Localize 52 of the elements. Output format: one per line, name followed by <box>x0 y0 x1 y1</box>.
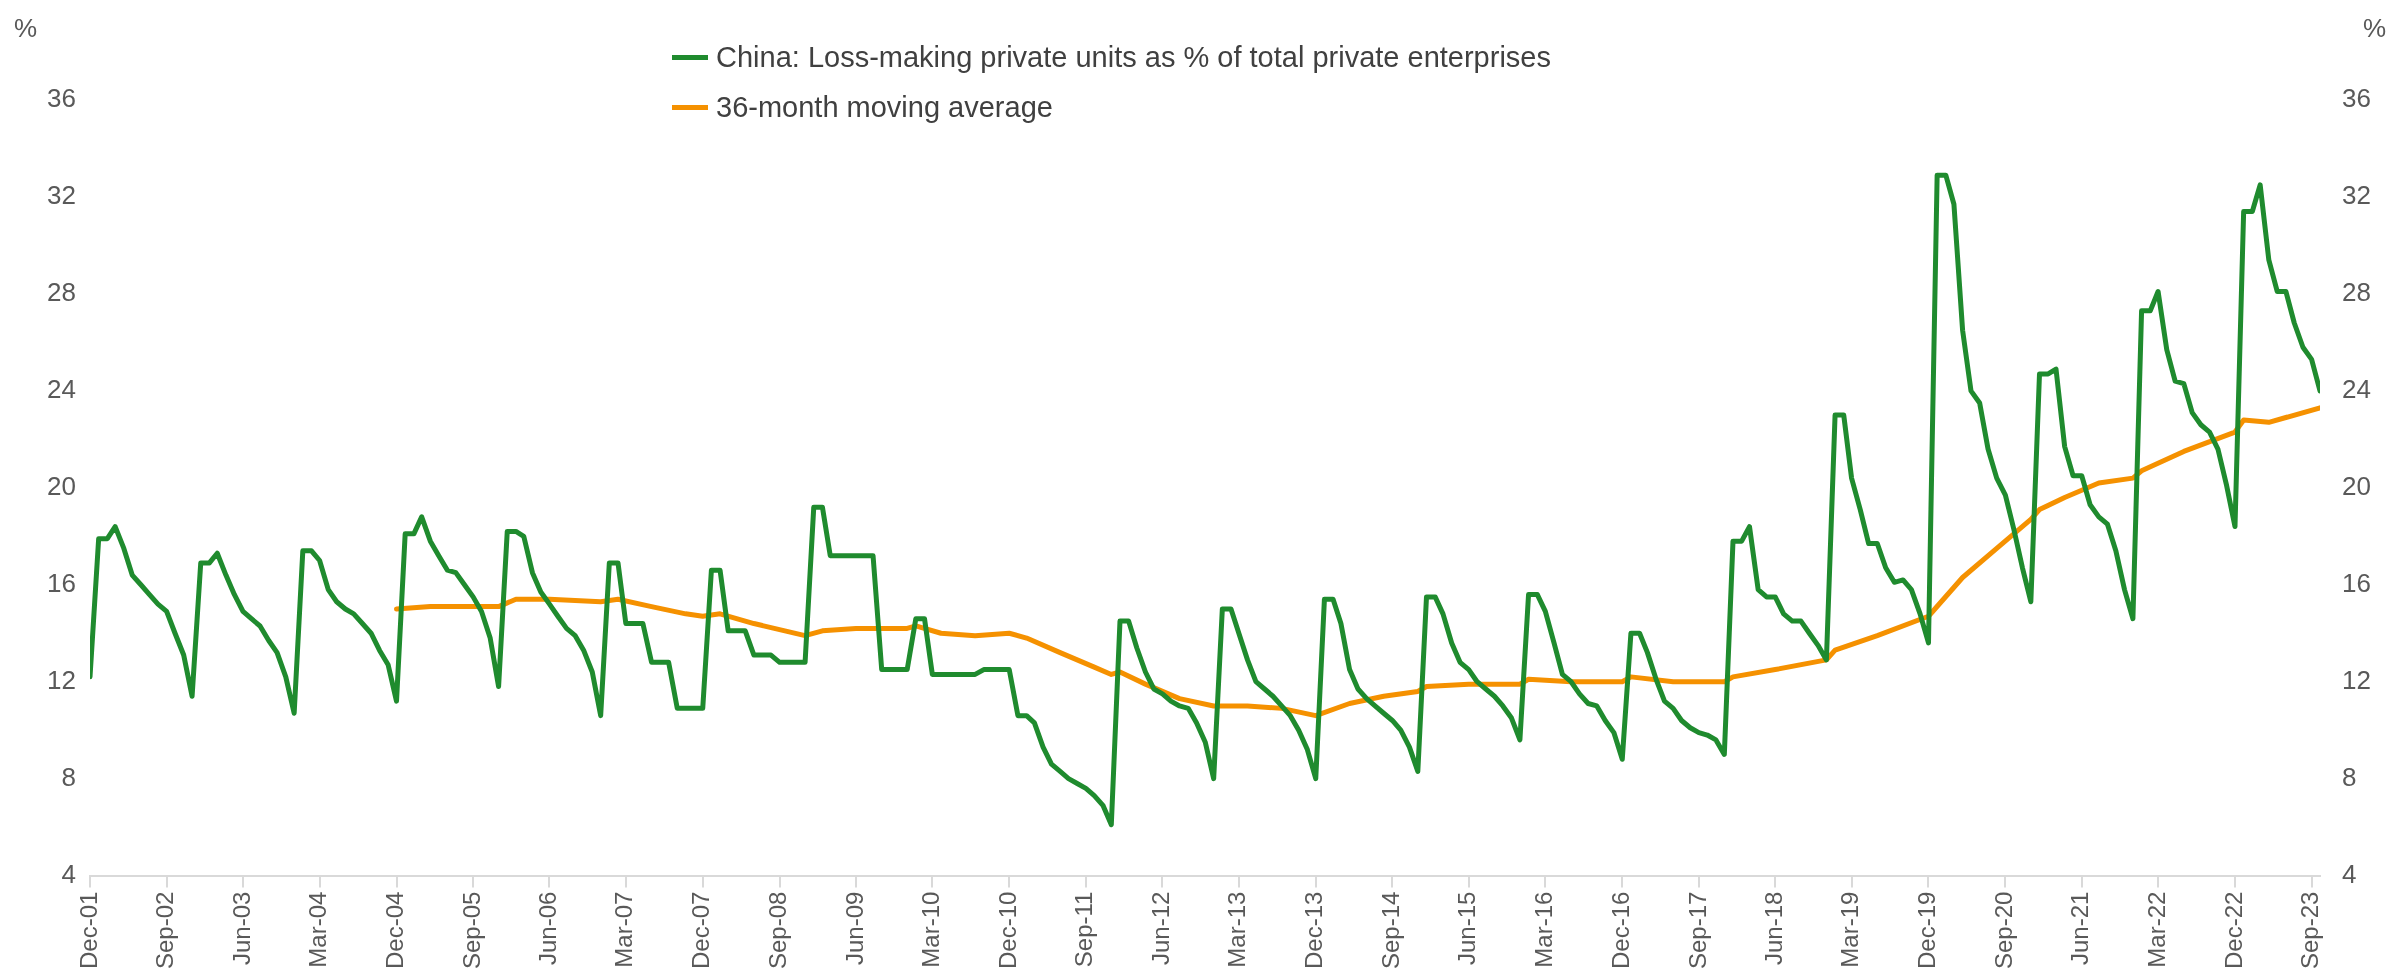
x-tick-label: Mar-16 <box>1529 891 1557 968</box>
legend-label: 36-month moving average <box>716 90 1053 124</box>
x-tick-label: Sep-17 <box>1683 891 1711 969</box>
x-tick-label: Dec-04 <box>381 891 409 969</box>
x-tick-label: Sep-14 <box>1377 891 1404 969</box>
y-tick-label: 12 <box>47 664 76 695</box>
y-tick-label: 32 <box>47 180 76 211</box>
y2-tick-label: 20 <box>2342 470 2371 501</box>
y2-tick-label: 24 <box>2342 374 2371 405</box>
x-tick-label: Jun-03 <box>227 891 255 965</box>
x-tick-label: Sep-11 <box>1070 891 1098 968</box>
x-tick-label: Mar-22 <box>2142 891 2170 968</box>
x-tick-label: Jun-18 <box>1759 891 1787 965</box>
x-tick-label: Jun-21 <box>2066 891 2094 965</box>
x-tick-label: Jun-15 <box>1453 891 1481 965</box>
x-tick-label: Mar-13 <box>1223 891 1251 968</box>
y-tick-label: 36 <box>47 83 76 114</box>
x-tick-label: Dec-01 <box>74 891 102 969</box>
x-tick-label: Sep-20 <box>1990 891 2018 969</box>
y-tick-label: 16 <box>47 567 76 598</box>
x-tick-label: Sep-08 <box>764 891 792 969</box>
y-tick-label: 20 <box>47 470 76 501</box>
x-tick-label: Jun-09 <box>840 891 868 965</box>
y2-tick-label: 36 <box>2342 83 2371 114</box>
x-tick-label: Mar-04 <box>304 891 332 968</box>
legend-label: China: Loss-making private units as % of total private enterprises <box>716 40 1551 74</box>
y2-tick-label: 12 <box>2342 664 2371 695</box>
y2-tick-label: 16 <box>2342 567 2371 598</box>
y-tick-label: 8 <box>61 761 76 792</box>
y2-tick-label: 28 <box>2342 277 2371 308</box>
x-tick-label: Dec-07 <box>687 891 715 969</box>
x-tick-label: Dec-22 <box>2219 891 2247 969</box>
x-tick-label: Sep-05 <box>457 891 485 969</box>
x-tick-label: Mar-10 <box>916 891 944 968</box>
y2-tick-label: 8 <box>2342 761 2357 792</box>
y2-tick-label: 32 <box>2342 180 2371 211</box>
y-tick-label: 24 <box>47 374 76 405</box>
x-tick-label: Dec-16 <box>1606 891 1634 969</box>
x-tick-label: Dec-13 <box>1300 891 1328 969</box>
x-tick-label: Dec-19 <box>1913 891 1941 969</box>
x-tick-label: Dec-10 <box>993 891 1021 969</box>
y-tick-label: 4 <box>61 858 76 889</box>
x-tick-label: Sep-02 <box>151 891 179 969</box>
y2-axis-title: % <box>2362 13 2386 44</box>
x-tick-label: Mar-19 <box>1836 891 1864 968</box>
y-tick-label: 28 <box>47 277 76 308</box>
x-tick-label: Mar-07 <box>610 891 638 968</box>
x-tick-label: Sep-23 <box>2296 891 2324 969</box>
x-tick-label: Jun-06 <box>534 891 562 965</box>
x-tick-label: Jun-12 <box>1147 891 1175 965</box>
y-axis-title: % <box>14 13 38 44</box>
y2-tick-label: 4 <box>2342 858 2357 889</box>
